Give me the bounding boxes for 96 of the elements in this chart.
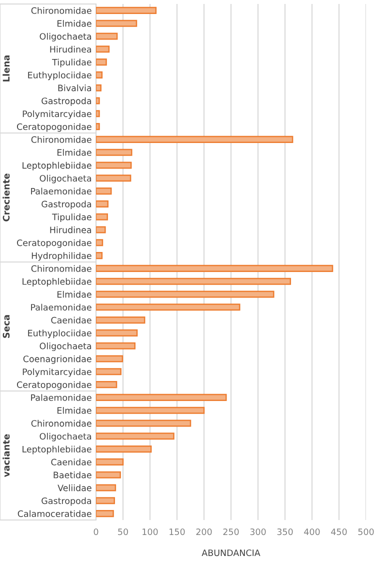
bar [96, 471, 121, 478]
bar [96, 458, 124, 466]
y-tick-label: Baetidae [54, 472, 92, 478]
bar [96, 239, 104, 246]
bar [96, 97, 100, 104]
y-tick-label: Palaemonidae [31, 304, 92, 311]
bar [96, 200, 109, 208]
bar [96, 188, 112, 195]
y-tick-label: Calamoceratidae [18, 510, 92, 517]
y-tick-label: Elmidae [57, 407, 92, 414]
bar [96, 58, 107, 66]
y-tick-label: Chironomidae [31, 420, 92, 427]
y-tick-label: Elmidae [57, 20, 92, 27]
y-tick-label: Coenagrionidae [23, 355, 92, 364]
bar [96, 252, 103, 260]
y-tick-label: Hirudinea [50, 46, 92, 53]
bar [96, 32, 118, 40]
x-tick-label: 500 [358, 528, 374, 536]
x-tick-label: 50 [118, 528, 128, 536]
y-tick-label: Ceratopogonidae [16, 381, 92, 390]
y-tick-label: Hydrophilidae [32, 252, 92, 261]
bar [96, 174, 132, 182]
text: Creciente [2, 174, 10, 222]
bar [96, 136, 294, 143]
bar [96, 510, 114, 518]
y-tick-label: Hirudinea [50, 226, 92, 234]
y-tick-label: Veliidae [58, 484, 92, 492]
bar [96, 406, 205, 414]
bar [96, 329, 138, 336]
text: Seca [2, 315, 10, 338]
y-tick-label: Elmidae [57, 149, 92, 156]
bar [96, 394, 227, 401]
bar [96, 123, 100, 130]
bar [96, 355, 124, 362]
y-tick-label: Leptophlebiidae [22, 162, 92, 170]
bar [96, 432, 174, 440]
y-tick-label: Chironomidae [31, 7, 92, 14]
bar [96, 71, 103, 78]
y-tick-label: Polymitarcyidae [22, 110, 92, 119]
bar [96, 316, 146, 324]
bar [96, 110, 100, 118]
y-tick-label: Tipulidae [52, 58, 92, 68]
bar [96, 368, 122, 376]
y-tick-label: Chironomidae [31, 136, 92, 143]
y-tick-label: Caenidae [51, 316, 92, 324]
x-tick-label: 150 [170, 528, 185, 536]
bar [96, 213, 108, 220]
bar [96, 446, 152, 453]
y-tick-label: Leptophlebiidae [22, 446, 92, 454]
y-tick-label: Chironomidae [31, 265, 92, 272]
y-tick-label: Oligochaeta [40, 342, 92, 351]
y-tick-label: Elmidae [57, 290, 92, 298]
y-tick-label: Caenidae [51, 458, 92, 466]
bar [96, 304, 240, 311]
bar [96, 46, 110, 53]
bar [96, 20, 138, 27]
x-tick-label: 250 [223, 528, 239, 536]
bar [96, 264, 334, 272]
y-tick-label: Ceratopogonidae [16, 239, 92, 248]
y-tick-label: Oligochaeta [40, 174, 92, 184]
y-tick-label: Gastropoda [42, 497, 92, 506]
x-tick-label: 300 [250, 528, 266, 536]
bar [96, 497, 115, 504]
bar [96, 290, 274, 298]
x-tick-label: 200 [196, 528, 212, 536]
y-tick-label: Polymitarcyidae [22, 368, 92, 377]
bar [96, 342, 136, 350]
bar [96, 148, 132, 156]
x-axis-title: ABUNDANCIA [202, 549, 260, 556]
y-tick-label: Gastropoda [42, 97, 92, 106]
bar [96, 226, 106, 234]
y-tick-label: Euthyplociidae [28, 72, 92, 80]
bar [96, 381, 118, 388]
x-tick-label: 350 [277, 528, 293, 536]
y-tick-label: Euthyplociidae [28, 330, 92, 338]
y-tick-label: Bivalvia [58, 84, 92, 92]
x-tick-label: 0 [94, 528, 98, 536]
y-tick-label: Gastropoda [42, 200, 92, 210]
y-tick-label: Oligochaeta [40, 432, 92, 442]
y-tick-label: Tipulidae [52, 214, 92, 222]
x-tick-label: 100 [142, 528, 158, 536]
y-tick-label: Oligochaeta [40, 32, 92, 42]
text: vaciante [2, 434, 10, 478]
bar [96, 278, 292, 285]
bar [96, 420, 192, 427]
y-tick-label: Palaemonidae [31, 188, 92, 194]
bar [96, 484, 116, 492]
x-tick-label: 450 [331, 528, 347, 536]
bar [96, 84, 102, 92]
text: Llena [2, 55, 10, 82]
y-tick-label: Palaemonidae [31, 394, 92, 401]
bar [96, 162, 132, 169]
bar [96, 6, 157, 14]
x-tick-label: 400 [304, 528, 320, 536]
y-tick-label: Ceratopogonidae [16, 123, 92, 132]
y-tick-label: Leptophlebiidae [22, 278, 92, 286]
